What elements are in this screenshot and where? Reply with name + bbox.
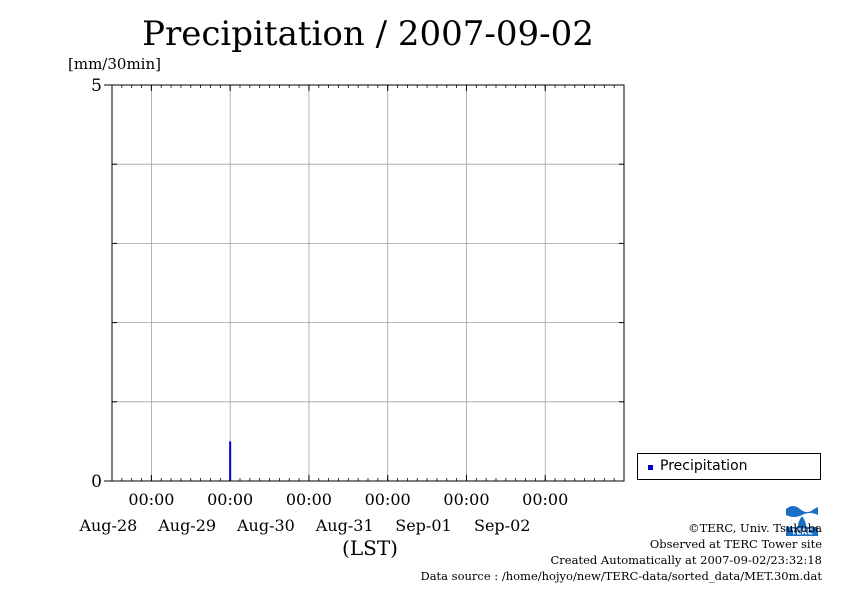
x-tick-time: 00:00 (443, 490, 489, 509)
y-tick-label: 5 (91, 76, 102, 96)
terc-logo-icon: TERC (784, 503, 820, 537)
x-tick-time: 00:00 (128, 490, 174, 509)
legend-label: Precipitation (660, 458, 748, 474)
chart-title: Precipitation / 2007-09-02 (142, 14, 594, 54)
x-tick-time: 00:00 (365, 490, 411, 509)
y-tick-label: 0 (91, 472, 102, 492)
y-unit-label: [mm/30min] (68, 55, 161, 73)
x-tick-date: Sep-02 (474, 516, 530, 535)
credit-site: Observed at TERC Tower site (649, 537, 822, 551)
plot-frame (111, 84, 625, 482)
legend-box: Precipitation (637, 453, 821, 480)
credit-copyright: ©TERC, Univ. Tsukuba (688, 521, 822, 535)
x-tick-date: Aug-30 (236, 516, 295, 535)
x-tick-date: Aug-29 (157, 516, 216, 535)
credits-block: ©TERC, Univ. Tsukuba Observed at TERC To… (420, 520, 822, 584)
credit-source: Data source : /home/hojyo/new/TERC-data/… (420, 569, 822, 583)
x-tick-time: 00:00 (207, 490, 253, 509)
x-tick-date: Aug-31 (315, 516, 374, 535)
x-tick-date: Aug-28 (78, 516, 137, 535)
x-tick-time: 00:00 (522, 490, 568, 509)
x-tick-time: 00:00 (286, 490, 332, 509)
x-tick-date: Sep-01 (395, 516, 451, 535)
svg-text:TERC: TERC (791, 528, 813, 537)
x-axis-label: (LST) (342, 536, 398, 560)
legend-swatch (648, 465, 653, 470)
credit-created: Created Automatically at 2007-09-02/23:3… (550, 553, 823, 567)
